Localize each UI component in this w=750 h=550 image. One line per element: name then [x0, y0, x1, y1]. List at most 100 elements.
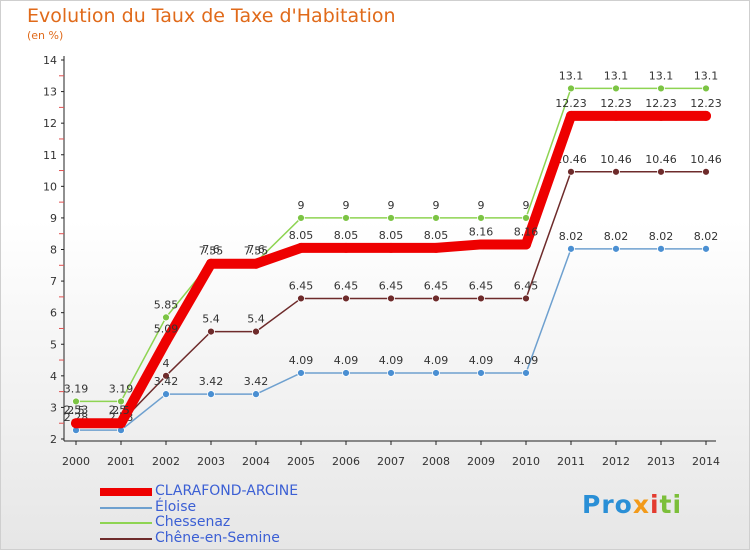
data-point [612, 84, 620, 93]
data-label: 3.42 [154, 375, 179, 388]
data-point [657, 167, 665, 176]
data-point [71, 418, 81, 429]
data-label: 12.23 [645, 97, 677, 110]
data-point [702, 244, 710, 253]
data-point [72, 397, 80, 406]
data-label: 6.45 [469, 279, 494, 292]
legend-swatch [100, 488, 152, 496]
y-tick-label: 13 [43, 86, 57, 99]
data-label: 9 [343, 199, 350, 212]
data-label: 8.02 [604, 230, 629, 243]
data-point [477, 294, 485, 303]
data-label: 5.09 [154, 322, 179, 335]
y-tick-label: 12 [43, 117, 57, 130]
data-label: 13.1 [604, 69, 629, 82]
data-label: 9 [298, 199, 305, 212]
legend-swatch [100, 522, 152, 524]
y-tick-label: 9 [50, 212, 57, 225]
data-point [521, 239, 531, 250]
data-label: 4.09 [289, 354, 314, 367]
data-label: 8.02 [559, 230, 584, 243]
data-label: 4.09 [334, 354, 359, 367]
data-label: 9 [388, 199, 395, 212]
data-point [387, 214, 395, 222]
data-label: 2.5 [112, 404, 130, 417]
data-label: 6.45 [379, 279, 404, 292]
data-label: 12.23 [690, 97, 722, 110]
data-point [432, 369, 440, 377]
data-point [657, 244, 665, 253]
data-label: 3.19 [64, 382, 89, 395]
data-label: 8.05 [334, 229, 359, 242]
data-point [252, 390, 260, 399]
data-label: 7.6 [202, 243, 220, 256]
legend-label: CLARAFOND-ARCINE [155, 483, 299, 499]
y-tick-label: 4 [50, 370, 57, 383]
data-label: 9 [433, 199, 440, 212]
data-label: 3.42 [244, 375, 269, 388]
data-label: 4.09 [379, 354, 404, 367]
y-tick-label: 3 [50, 401, 57, 414]
data-label: 12.23 [600, 97, 632, 110]
data-label: 3.42 [199, 375, 224, 388]
data-point [567, 244, 575, 253]
data-label: 8.16 [514, 225, 539, 238]
data-point [297, 294, 305, 303]
data-label: 13.1 [694, 69, 719, 82]
data-point [117, 397, 125, 406]
data-label: 6.45 [334, 279, 359, 292]
data-point [611, 110, 621, 121]
x-tick-label: 2009 [467, 455, 495, 468]
data-point [116, 418, 126, 429]
data-label: 12.23 [555, 97, 587, 110]
x-tick-label: 2010 [512, 455, 540, 468]
data-label: 5.85 [154, 298, 179, 311]
data-label: 10.46 [600, 153, 632, 166]
data-label: 6.45 [289, 279, 314, 292]
data-label: 3.19 [109, 382, 134, 395]
data-point [207, 327, 215, 336]
data-point [162, 371, 170, 380]
data-label: 4.09 [514, 354, 539, 367]
data-label: 4.09 [424, 354, 449, 367]
data-label: 7.55 [199, 245, 224, 258]
y-tick-label: 14 [43, 54, 57, 67]
data-point [162, 390, 170, 399]
data-point [522, 214, 530, 222]
data-point [477, 214, 485, 222]
x-tick-label: 2007 [377, 455, 405, 468]
x-tick-label: 2003 [197, 455, 225, 468]
y-tick-label: 11 [43, 149, 57, 162]
data-point [297, 369, 305, 377]
data-label: 5.4 [247, 313, 265, 326]
data-label: 10.46 [645, 153, 677, 166]
data-label: 13.1 [649, 69, 674, 82]
data-label: 7.55 [244, 245, 269, 258]
data-point [432, 214, 440, 222]
y-tick-label: 6 [50, 307, 57, 320]
data-label: 9 [523, 199, 530, 212]
data-label: 6.45 [514, 279, 539, 292]
data-point [522, 369, 530, 377]
data-point [342, 214, 350, 222]
data-point [612, 244, 620, 253]
data-point [431, 242, 441, 253]
legend-label: Chessenaz [155, 514, 231, 530]
data-point [702, 84, 710, 93]
data-point [162, 313, 170, 322]
data-label: 8.02 [649, 230, 674, 243]
data-point [342, 294, 350, 303]
legend-swatch [100, 537, 152, 540]
data-point [656, 110, 666, 121]
data-label: 8.02 [694, 230, 719, 243]
legend-swatch [100, 506, 152, 509]
data-label: 4 [163, 357, 170, 370]
data-point [161, 336, 171, 347]
x-tick-label: 2008 [422, 455, 450, 468]
data-label: 10.46 [555, 153, 587, 166]
data-point [567, 167, 575, 176]
data-label: 2.5 [67, 404, 85, 417]
data-point [567, 84, 575, 93]
data-label: 8.05 [289, 229, 314, 242]
